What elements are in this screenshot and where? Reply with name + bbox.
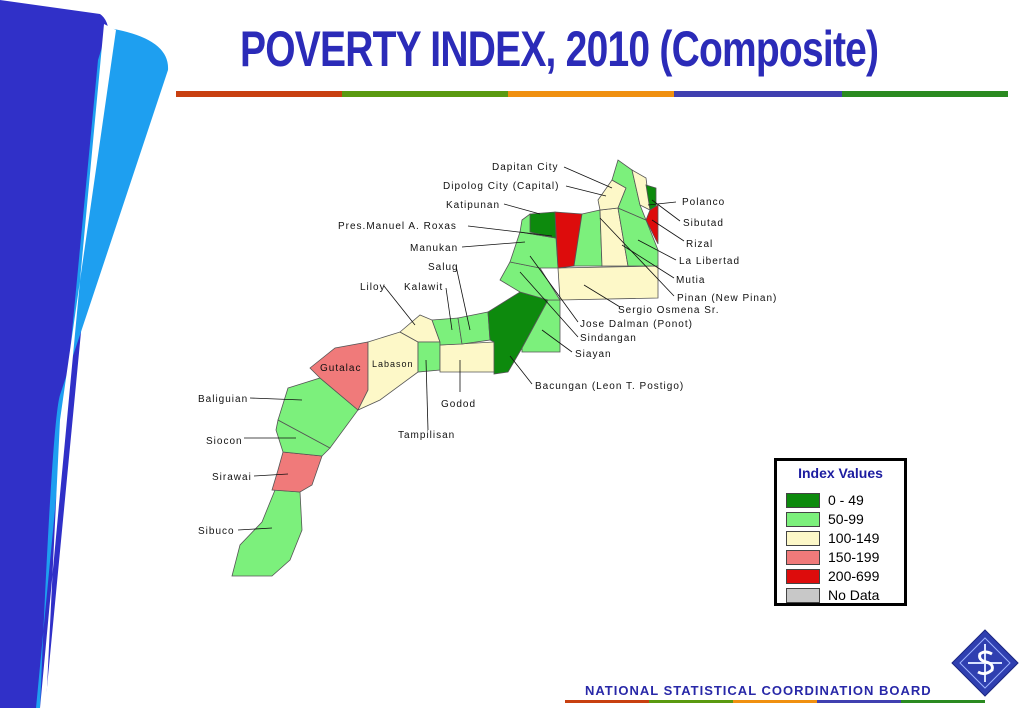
label-sirawai: Sirawai — [212, 472, 252, 483]
region-baliguian[interactable] — [277, 377, 359, 449]
legend-swatch — [786, 588, 820, 603]
legend-label: 50-99 — [828, 511, 864, 527]
label-mutia: Mutia — [676, 275, 705, 286]
label-jose-dalman: Jose Dalman (Ponot) — [580, 319, 693, 330]
label-sibuco: Sibuco — [198, 526, 235, 537]
label-labason: Labason — [372, 359, 414, 369]
region-kalawit[interactable] — [431, 317, 463, 346]
footer-rule — [565, 700, 985, 703]
label-polanco: Polanco — [682, 197, 725, 208]
label-baliguian: Baliguian — [198, 394, 248, 405]
label-tampilisan: Tampilisan — [398, 430, 455, 441]
title-rule-1 — [176, 91, 342, 97]
label-roxas: Pres.Manuel A. Roxas — [338, 221, 457, 232]
footer-org-name: NATIONAL STATISTICAL COORDINATION BOARD — [585, 683, 932, 698]
title-rule-2 — [342, 91, 508, 97]
label-katipunan: Katipunan — [446, 200, 500, 211]
label-sibutad: Sibutad — [683, 218, 724, 229]
region-tampilisan[interactable] — [417, 341, 441, 373]
label-siocon: Siocon — [206, 436, 243, 447]
region-salug[interactable] — [457, 311, 491, 345]
legend-swatch — [786, 512, 820, 527]
region-sergio-osmena[interactable] — [557, 265, 659, 301]
label-kalawit: Kalawit — [404, 282, 443, 293]
label-sindangan: Sindangan — [580, 333, 637, 344]
legend-swatch — [786, 569, 820, 584]
region-dapitan[interactable] — [611, 159, 647, 221]
label-sergio-osmena: Sergio Osmena Sr. — [618, 305, 719, 316]
label-manukan: Manukan — [410, 243, 458, 254]
label-pinan: Pinan (New Pinan) — [677, 293, 777, 304]
label-la-libertad: La Libertad — [679, 256, 740, 267]
title-rule-4 — [674, 91, 842, 97]
title-rule-5 — [842, 91, 1008, 97]
region-sibuco[interactable] — [231, 489, 303, 577]
label-liloy: Liloy — [360, 282, 386, 293]
label-dapitan: Dapitan City — [492, 162, 558, 173]
legend: Index Values 0 - 49 50-99 100-149 150-19… — [774, 458, 907, 606]
label-gutalac: Gutalac — [320, 363, 361, 374]
label-salug: Salug — [428, 262, 459, 273]
legend-swatch — [786, 550, 820, 565]
title-rule-3 — [508, 91, 674, 97]
legend-label: 150-199 — [828, 549, 880, 565]
label-siayan: Siayan — [575, 349, 612, 360]
legend-label: 200-699 — [828, 568, 880, 584]
legend-label: 0 - 49 — [828, 492, 864, 508]
region-sirawai[interactable] — [271, 451, 323, 493]
legend-swatch — [786, 493, 820, 508]
nscb-diamond-logo-icon — [951, 629, 1019, 697]
legend-swatch — [786, 531, 820, 546]
label-godod: Godod — [441, 399, 476, 410]
label-dipolog: Dipolog City (Capital) — [443, 181, 559, 192]
label-rizal: Rizal — [686, 239, 713, 250]
page-title: POVERTY INDEX, 2010 (Composite) — [240, 21, 879, 77]
region-rizal[interactable] — [645, 204, 659, 245]
legend-title: Index Values — [798, 465, 883, 481]
legend-label: 100-149 — [828, 530, 880, 546]
label-bacungan: Bacungan (Leon T. Postigo) — [535, 381, 684, 392]
legend-label: No Data — [828, 587, 880, 603]
region-godod[interactable] — [439, 341, 497, 373]
